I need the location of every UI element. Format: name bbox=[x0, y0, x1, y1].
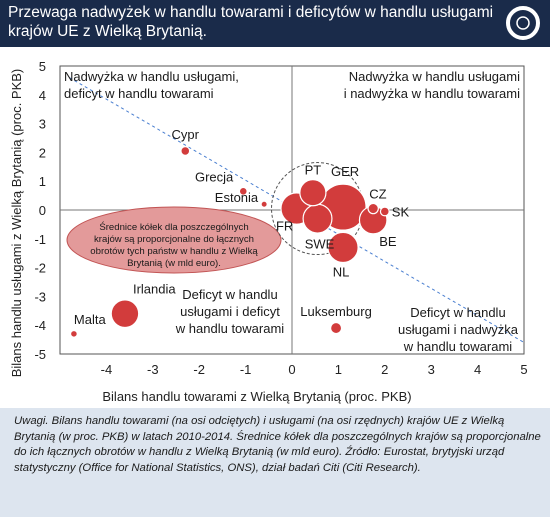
note-panel: Uwagi. Bilans handlu towarami (na osi od… bbox=[0, 408, 550, 517]
bubble-malta bbox=[69, 329, 78, 338]
x-tick-label: -1 bbox=[240, 362, 252, 377]
bubble-label-cz: CZ bbox=[369, 187, 386, 202]
bubble-cypr bbox=[180, 146, 191, 156]
bubble-label-ger: GER bbox=[331, 164, 359, 179]
bubble-luksemburg bbox=[329, 321, 343, 335]
bubble-sk bbox=[379, 206, 390, 217]
quadrant-label-bottom-right: usługami i nadwyżka bbox=[398, 322, 519, 337]
x-tick-label: -2 bbox=[193, 362, 205, 377]
y-tick-label: -4 bbox=[34, 318, 46, 333]
y-tick-label: -1 bbox=[34, 232, 46, 247]
x-tick-label: -3 bbox=[147, 362, 159, 377]
y-axis-label: Bilans handlu usługami z Wielką Brytanią… bbox=[9, 69, 24, 378]
y-tick-label: 5 bbox=[39, 59, 46, 74]
size-note-text: obrotów tych państw w handlu z Wielką bbox=[90, 246, 258, 257]
size-note-text: Brytanią (w mld euro). bbox=[127, 258, 221, 269]
y-tick-label: 4 bbox=[39, 88, 46, 103]
y-tick-label: -3 bbox=[34, 289, 46, 304]
x-tick-label: -4 bbox=[101, 362, 113, 377]
trend-line bbox=[69, 77, 525, 343]
bubble-label-cypr: Cypr bbox=[172, 127, 200, 142]
bubble-nl bbox=[327, 231, 359, 264]
quadrant-label-bottom-left: usługami i deficyt bbox=[180, 304, 280, 319]
x-axis-label: Bilans handlu towarami z Wielką Brytanią… bbox=[102, 389, 411, 404]
size-note-ellipse bbox=[66, 206, 282, 274]
y-tick-label: -2 bbox=[34, 261, 46, 276]
quadrant-label-top-left: deficyt w handlu towarami bbox=[64, 86, 214, 101]
header-bar: Przewaga nadwyżek w handlu towarami i de… bbox=[0, 0, 550, 47]
bubble-label-nl: NL bbox=[333, 264, 350, 279]
bubble-label-pt: PT bbox=[305, 163, 322, 178]
quadrant-label-bottom-right: w handlu towarami bbox=[403, 339, 512, 354]
quadrant-label-bottom-left: w handlu towarami bbox=[175, 321, 284, 336]
bubbles-group bbox=[69, 146, 390, 338]
y-tick-label: 2 bbox=[39, 145, 46, 160]
obserwator-logo-icon bbox=[506, 6, 540, 40]
bubble-label-grecja: Grecja bbox=[195, 169, 234, 184]
x-tick-label: 1 bbox=[335, 362, 342, 377]
bubble-label-irlandia: Irlandia bbox=[133, 282, 176, 297]
source-note: Uwagi. Bilans handlu towarami (na osi od… bbox=[14, 415, 541, 474]
y-tick-label: 1 bbox=[39, 174, 46, 189]
size-note-text: Średnice kółek dla poszczególnych bbox=[99, 221, 248, 233]
chart-title: Przewaga nadwyżek w handlu towarami i de… bbox=[8, 4, 494, 40]
scatter-chart: 5 4 3 2 1 0 -1 -2 -3 -4 -5 -4 -3 -2 -1 0 1 2 3 4 5 Bilans han… bbox=[9, 59, 528, 404]
x-tick-label: 5 bbox=[520, 362, 527, 377]
y-tick-label: -5 bbox=[34, 347, 46, 362]
bubble-swe bbox=[302, 203, 333, 234]
quadrant-label-top-right: Nadwyżka w handlu usługami bbox=[349, 69, 520, 84]
bubble-label-estonia: Estonia bbox=[215, 190, 259, 205]
bubble-label-be: BE bbox=[379, 234, 397, 249]
x-tick-label: 3 bbox=[428, 362, 435, 377]
x-tick-label: 2 bbox=[381, 362, 388, 377]
bubble-pt bbox=[299, 179, 327, 207]
bubble-label-fr: FR bbox=[276, 219, 293, 234]
bubble-label-sk: SK bbox=[392, 204, 410, 219]
bubble-label-luksemburg: Luksemburg bbox=[300, 304, 372, 319]
y-tick-label: 0 bbox=[39, 203, 46, 218]
axes-group: 5 4 3 2 1 0 -1 -2 -3 -4 -5 -4 -3 -2 -1 0 1 2 3 4 5 Bilans han… bbox=[9, 59, 528, 404]
bubble-label-swe: SWE bbox=[305, 237, 335, 252]
quadrant-label-top-left: Nadwyżka w handlu usługami, bbox=[64, 69, 239, 84]
size-note-text: krajów są proporcjonalne do łącznych bbox=[94, 234, 254, 245]
bubble-irlandia bbox=[110, 299, 140, 329]
quadrant-labels: Nadwyżka w handlu usługami, deficyt w han… bbox=[64, 69, 520, 354]
quadrant-label-top-right: i nadwyżka w handlu towarami bbox=[344, 86, 520, 101]
bubble-label-malta: Malta bbox=[74, 312, 107, 327]
bubble-grecja bbox=[238, 186, 248, 196]
y-tick-label: 3 bbox=[39, 117, 46, 132]
bubble-labels-group: Cypr Grecja Estonia Irlandia Malta Luksemburg… bbox=[74, 127, 410, 327]
x-tick-label: 4 bbox=[474, 362, 481, 377]
bubble-estonia bbox=[260, 200, 268, 208]
bubble-cz bbox=[367, 202, 379, 215]
quadrant-label-bottom-right: Deficyt w handlu bbox=[410, 305, 505, 320]
quadrant-label-bottom-left: Deficyt w handlu bbox=[182, 287, 277, 302]
x-tick-label: 0 bbox=[288, 362, 295, 377]
